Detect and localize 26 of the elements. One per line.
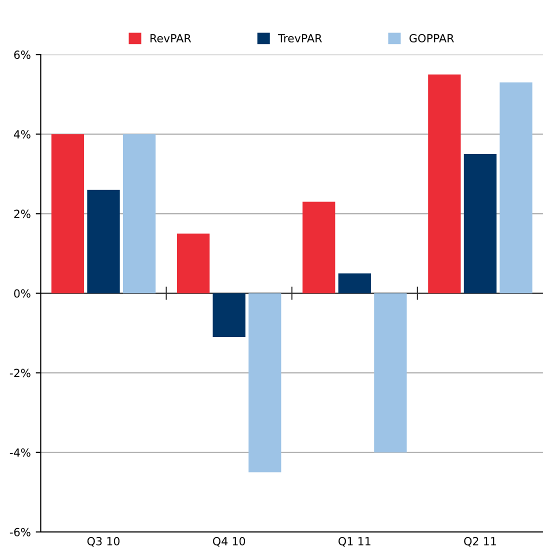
bar	[428, 74, 461, 294]
y-tick-label: -2%	[10, 368, 30, 378]
y-tick-label: 6%	[14, 50, 30, 59]
bar	[464, 154, 497, 294]
bar	[176, 234, 210, 294]
bar	[338, 273, 371, 294]
legend-label: TrevPAR	[278, 34, 322, 42]
y-tick-label: 2%	[14, 210, 30, 218]
y-tick-label: 4%	[14, 130, 30, 139]
x-tick-label: Q1 11	[338, 536, 370, 547]
y-tick-label: -4%	[10, 448, 30, 457]
bar	[500, 82, 532, 294]
bar	[248, 293, 282, 472]
bar	[51, 134, 84, 294]
x-tick-label: Q4 10	[212, 536, 246, 547]
bar	[122, 134, 156, 294]
y-tick-label: 0%	[14, 289, 30, 298]
bar	[302, 202, 336, 294]
legend-label: GOPPAR	[410, 34, 454, 42]
legend-label: RevPAR	[150, 34, 192, 42]
x-tick-label: Q3 10	[87, 536, 120, 547]
bar	[212, 293, 246, 338]
bar	[374, 293, 407, 452]
y-tick-label: -6%	[10, 528, 30, 536]
bar	[87, 190, 120, 294]
x-tick-label: Q2 11	[464, 536, 496, 547]
